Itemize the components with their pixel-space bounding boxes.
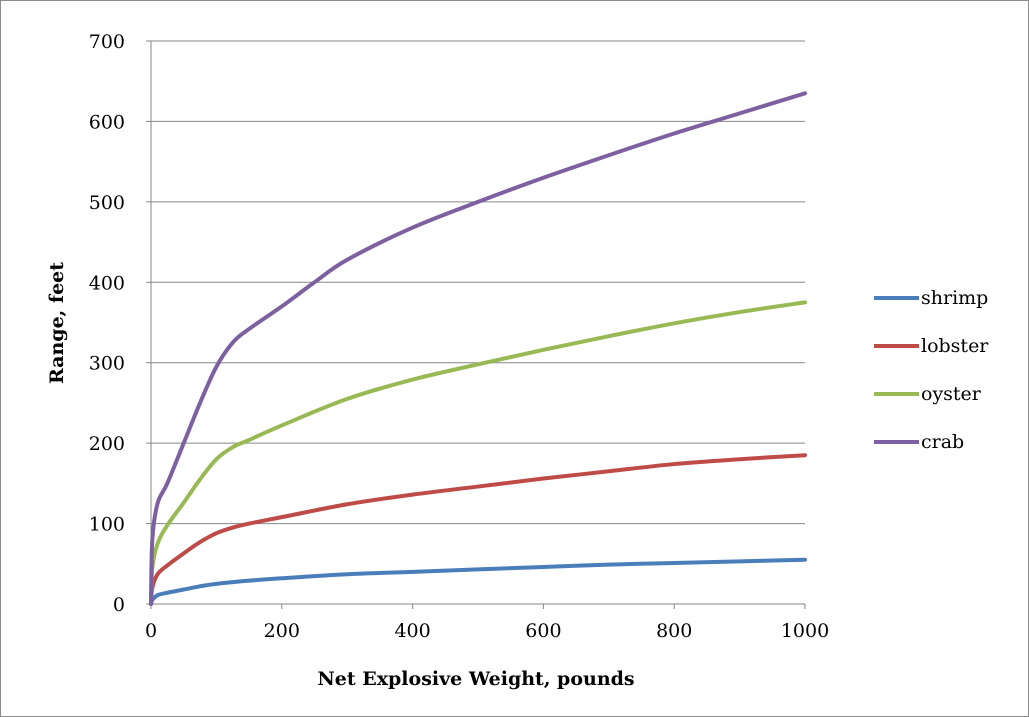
x-tick-label: 0 (145, 620, 157, 642)
y-tick-label: 0 (113, 594, 125, 616)
axes (146, 40, 806, 609)
y-tick-labels: 0 100 200 300 400 500 600 700 (89, 31, 125, 616)
y-tick-label: 200 (89, 433, 125, 455)
series-line-lobster (149, 453, 807, 606)
y-tick-label: 500 (89, 192, 125, 214)
y-tick-label: 100 (89, 514, 125, 536)
x-tick-label: 200 (264, 620, 300, 642)
y-axis-title: Range, feet (46, 262, 68, 384)
x-tick-label: 1000 (781, 620, 829, 642)
x-tick-label: 800 (656, 620, 692, 642)
y-tick-label: 600 (89, 111, 125, 133)
x-tick-label: 600 (525, 620, 561, 642)
series-line-crab (149, 91, 807, 606)
x-tick-labels: 0 200 400 600 800 1000 (145, 620, 829, 642)
legend-label-shrimp: shrimp (921, 287, 988, 309)
series-lines (149, 91, 807, 606)
series-line-oyster (149, 300, 807, 606)
legend-label-crab: crab (921, 431, 964, 453)
x-axis-title: Net Explosive Weight, pounds (317, 668, 634, 690)
legend-label-lobster: lobster (921, 335, 989, 357)
series-line-shrimp (149, 557, 807, 606)
y-tick-label: 700 (89, 31, 125, 53)
y-tick-label: 300 (89, 353, 125, 375)
y-tick-label: 400 (89, 272, 125, 294)
legend: shrimp lobster oyster crab (874, 287, 989, 453)
x-tick-label: 400 (394, 620, 430, 642)
gridlines (151, 40, 805, 525)
legend-label-oyster: oyster (921, 383, 982, 405)
